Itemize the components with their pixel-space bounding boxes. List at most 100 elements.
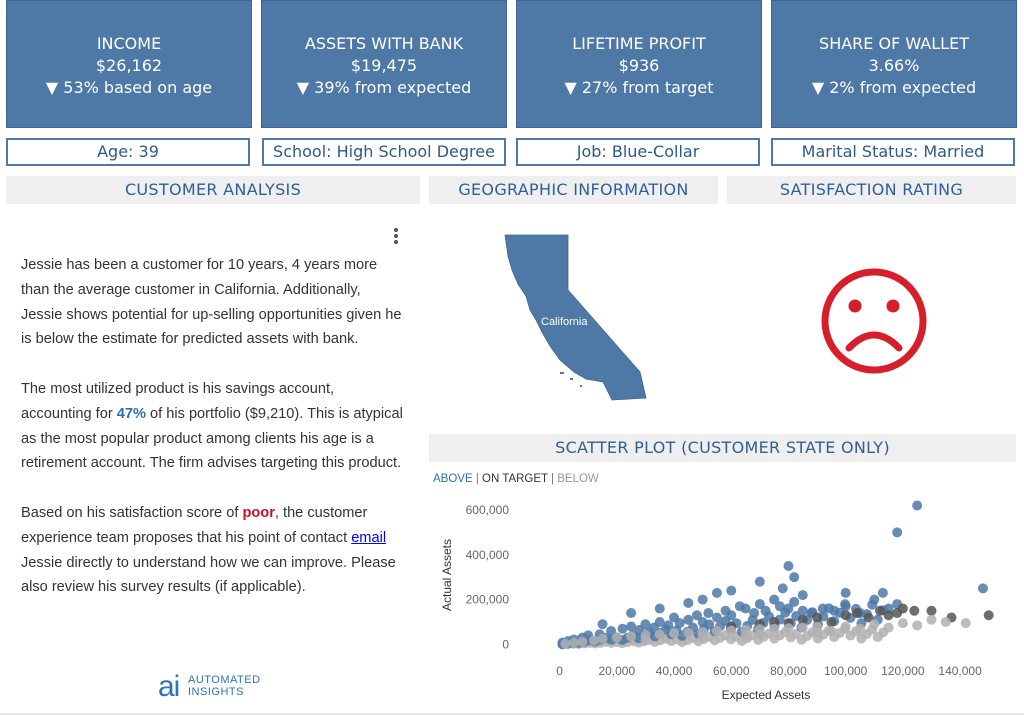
- scatter-point-below: [797, 622, 808, 633]
- email-link[interactable]: email: [351, 529, 387, 546]
- scatter-point-below: [960, 618, 971, 629]
- legend-below[interactable]: BELOW: [557, 473, 599, 485]
- scatter-point-below: [783, 623, 794, 634]
- scatter-point-above: [789, 572, 800, 583]
- scatter-point-below: [883, 622, 894, 633]
- kpi-value: 3.66%: [868, 56, 920, 75]
- scatter-point-below: [754, 629, 765, 640]
- customer-analysis-narrative: Jessie has been a customer for 10 years,…: [21, 253, 406, 625]
- scatter-point-below: [697, 631, 708, 642]
- narrative-text: The most utilized product is his savings…: [21, 380, 335, 422]
- y-axis-label: Actual Assets: [440, 539, 454, 611]
- logo-mark: ai: [158, 670, 180, 703]
- scatter-point-above: [683, 614, 694, 625]
- x-tick-label: 40,000: [656, 664, 693, 678]
- scatter-point-above: [829, 605, 840, 616]
- kpi-share-of-wallet: SHARE OF WALLET 3.66% ▼ 2% from expected: [771, 0, 1017, 128]
- scatter-point-on-target: [909, 605, 920, 616]
- kpi-value: $19,475: [350, 56, 418, 75]
- section-header-customer-analysis: CUSTOMER ANALYSIS: [6, 176, 420, 204]
- x-tick-label: 120,000: [881, 664, 925, 678]
- x-tick-label: 100,000: [824, 664, 868, 678]
- scatter-point-below: [826, 625, 837, 636]
- x-tick-label: 140,000: [938, 664, 982, 678]
- scatter-point-above: [711, 612, 722, 623]
- attribute-marital-status: Marital Status: Married: [771, 138, 1015, 166]
- scatter-point-above: [769, 594, 780, 605]
- legend-separator: |: [547, 473, 558, 485]
- scatter-point-above: [597, 619, 608, 630]
- kpi-delta: ▼ 39% from expected: [296, 78, 472, 97]
- scatter-point-above: [626, 608, 637, 619]
- section-header-satisfaction: SATISFACTION RATING: [727, 176, 1016, 204]
- scatter-point-above: [789, 596, 800, 607]
- scatter-point-below: [640, 634, 651, 645]
- savings-percent: 47%: [116, 405, 146, 422]
- scatter-point-above: [754, 599, 765, 610]
- scatter-point-above: [754, 576, 765, 587]
- scatter-point-on-target: [826, 616, 837, 627]
- scatter-point-on-target: [863, 612, 874, 623]
- scatter-point-below: [912, 620, 923, 631]
- bottom-divider: [0, 713, 1024, 715]
- scatter-point-above: [617, 623, 628, 634]
- scatter-point-below: [840, 621, 851, 632]
- scatter-point-below: [854, 623, 865, 634]
- scatter-point-on-target: [983, 610, 994, 621]
- x-tick-label: 0: [556, 664, 563, 678]
- scatter-point-below: [683, 627, 694, 638]
- scatter-point-below: [611, 632, 622, 643]
- scatter-point-above: [663, 620, 674, 631]
- logo-line-1: AUTOMATED: [188, 674, 261, 686]
- scatter-plot[interactable]: 0 200,000 400,000 600,000 0 20,000 40,000 60,00…: [433, 495, 1013, 707]
- scatter-point-above: [691, 610, 702, 621]
- scatter-point-above: [674, 618, 685, 629]
- section-header-scatter: SCATTER PLOT (CUSTOMER STATE ONLY): [429, 434, 1016, 462]
- section-header-geographic: GEOGRAPHIC INFORMATION: [429, 176, 718, 204]
- automated-insights-logo: ai AUTOMATED INSIGHTS: [158, 672, 278, 704]
- california-shape[interactable]: [504, 234, 647, 401]
- scatter-point-above: [654, 616, 665, 627]
- kpi-delta: ▼ 2% from expected: [811, 78, 977, 97]
- scatter-point-below: [926, 614, 937, 625]
- attribute-job: Job: Blue-Collar: [516, 138, 760, 166]
- scatter-point-above: [840, 601, 851, 612]
- scatter-point-above: [726, 585, 737, 596]
- x-axis-label: Expected Assets: [722, 688, 811, 702]
- scatter-point-below: [568, 637, 579, 648]
- scatter-point-on-target: [797, 614, 808, 625]
- x-tick-label: 80,000: [770, 664, 807, 678]
- channel-island: [560, 372, 582, 387]
- legend-on-target[interactable]: ON TARGET: [482, 473, 548, 485]
- kpi-assets: ASSETS WITH BANK $19,475 ▼ 39% from expe…: [261, 0, 507, 128]
- scatter-point-on-target: [812, 612, 823, 623]
- more-options-icon[interactable]: [392, 228, 400, 246]
- scatter-point-above: [877, 587, 888, 598]
- kpi-lifetime-profit: LIFETIME PROFIT $936 ▼ 27% from target: [516, 0, 762, 128]
- scatter-point-above: [726, 610, 737, 621]
- california-map[interactable]: [500, 232, 650, 404]
- logo-text: AUTOMATED INSIGHTS: [188, 674, 261, 698]
- x-tick-label: 60,000: [713, 664, 750, 678]
- legend-filter: ABOVE | ON TARGET | BELOW: [433, 473, 599, 485]
- scatter-point-above: [817, 603, 828, 614]
- scatter-point-above: [774, 601, 785, 612]
- scatter-point-on-target: [926, 605, 937, 616]
- scatter-point-above: [740, 603, 751, 614]
- kpi-delta: ▼ 27% from target: [564, 78, 714, 97]
- scatter-point-on-target: [883, 610, 894, 621]
- scatter-point-below: [726, 625, 737, 636]
- scatter-point-above: [783, 560, 794, 571]
- scatter-point-below: [769, 623, 780, 634]
- scatter-point-below: [812, 627, 823, 638]
- scatter-point-below: [669, 628, 680, 639]
- attribute-age: Age: 39: [6, 138, 250, 166]
- scatter-point-below: [577, 636, 588, 647]
- scatter-point-below: [626, 631, 637, 642]
- scatter-point-above: [703, 608, 714, 619]
- legend-above[interactable]: ABOVE: [433, 473, 473, 485]
- scatter-point-on-target: [852, 608, 863, 619]
- y-tick-label: 200,000: [466, 593, 510, 607]
- narrative-text: Jessie directly to understand how we can…: [21, 554, 396, 596]
- scatter-point-above: [977, 583, 988, 594]
